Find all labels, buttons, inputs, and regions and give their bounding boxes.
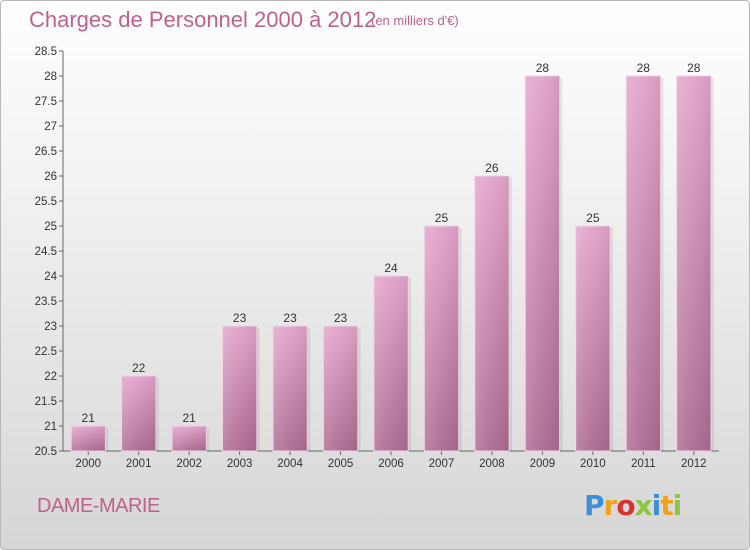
x-tick-label: 2010: [580, 458, 606, 470]
y-tick-label: 24.5: [35, 246, 57, 258]
data-label: 22: [132, 361, 146, 375]
y-tick-label: 23: [44, 321, 57, 333]
x-tick-label: 2001: [126, 458, 152, 470]
x-tick-label: 2007: [429, 458, 455, 470]
chart-subtitle: (en milliers d'€): [371, 13, 459, 28]
x-tick-label: 2008: [479, 458, 505, 470]
bar-highlight: [373, 276, 409, 451]
data-label: 23: [334, 311, 348, 325]
bar-highlight: [424, 226, 459, 451]
data-label: 28: [687, 61, 701, 75]
y-tick-label: 28: [44, 71, 57, 83]
y-tick-label: 27.5: [35, 96, 57, 108]
bar-highlight: [525, 76, 560, 451]
y-tick-label: 24: [44, 271, 57, 283]
chart-title: Charges de Personnel 2000 à 2012: [29, 7, 377, 32]
y-tick-label: 21: [44, 421, 57, 433]
bar-highlight: [676, 76, 711, 451]
x-tick-label: 2009: [530, 458, 556, 470]
bar-highlight: [575, 226, 611, 451]
bar-highlight: [171, 426, 207, 451]
data-label: 24: [384, 261, 398, 275]
x-tick-label: 2002: [176, 458, 202, 470]
y-tick-label: 21.5: [35, 396, 57, 408]
y-tick-label: 26.5: [35, 146, 57, 158]
data-label: 26: [485, 161, 499, 175]
y-tick-label: 23.5: [35, 296, 57, 308]
y-tick-label: 22: [44, 371, 57, 383]
bar-highlight: [121, 376, 156, 451]
data-label: 28: [536, 61, 550, 75]
data-label: 28: [637, 61, 651, 75]
town-name: DAME-MARIE: [37, 495, 160, 517]
proxiti-logo[interactable]: Proxiti: [584, 489, 682, 522]
x-tick-label: 2005: [328, 458, 354, 470]
x-tick-label: 2011: [631, 458, 656, 470]
y-tick-label: 22.5: [35, 346, 57, 358]
y-tick-label: 26: [44, 171, 57, 183]
x-tick-label: 2012: [681, 458, 707, 470]
x-tick-label: 2004: [277, 458, 303, 470]
y-tick-label: 20.5: [35, 446, 57, 458]
x-tick-label: 2006: [378, 458, 404, 470]
data-label: 21: [182, 411, 196, 425]
bar-highlight: [222, 326, 257, 451]
y-tick-label: 25: [44, 221, 57, 233]
x-tick-label: 2003: [227, 458, 253, 470]
y-tick-label: 25.5: [35, 196, 57, 208]
x-tick-label: 2000: [75, 458, 101, 470]
data-label: 25: [586, 211, 600, 225]
bar-highlight: [323, 326, 358, 451]
data-label: 21: [82, 411, 96, 425]
y-tick-label: 27: [44, 121, 57, 133]
data-label: 23: [233, 311, 247, 325]
bar-highlight: [474, 176, 510, 451]
data-label: 25: [435, 211, 449, 225]
y-tick-label: 28.5: [35, 46, 57, 58]
bar-highlight: [272, 326, 308, 451]
data-label: 23: [283, 311, 297, 325]
bar-highlight: [626, 76, 661, 451]
bar-highlight: [71, 426, 106, 451]
